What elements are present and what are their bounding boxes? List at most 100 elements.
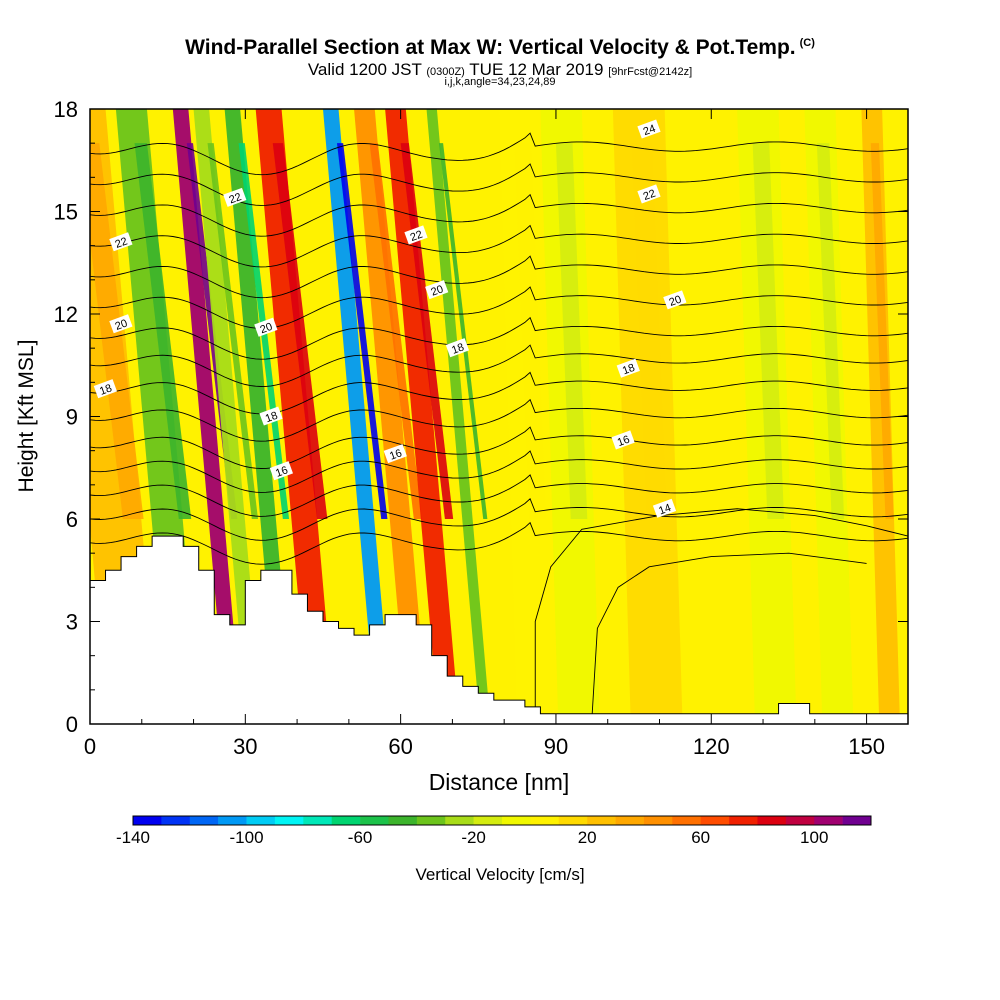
- colorbar-label: Vertical Velocity [cm/s]: [415, 865, 584, 884]
- isentrope-line: [90, 286, 908, 329]
- velocity-band-core: [752, 143, 785, 519]
- pot-temp-contours: [90, 132, 908, 714]
- contour-label-bg: [109, 314, 133, 334]
- contour-label: 16: [383, 444, 407, 464]
- contour-label: 24: [637, 119, 661, 139]
- contour-label-bg: [93, 379, 117, 399]
- contour-label-text: 20: [259, 321, 275, 336]
- contour-label-bg: [109, 232, 133, 252]
- colorbar-swatch: [274, 816, 304, 825]
- contour-label: 22: [223, 187, 247, 207]
- isentrope-line: [90, 193, 908, 237]
- contour-label-bg: [254, 317, 278, 337]
- contour-label: 22: [109, 232, 133, 252]
- colorbar-swatch: [246, 816, 276, 825]
- chart-indices: i,j,k,angle=34,23,24,89: [444, 76, 556, 88]
- colorbar-swatch: [360, 816, 389, 825]
- contour-label: 22: [404, 225, 428, 245]
- contour-label-bg: [383, 444, 407, 464]
- contour-label: 18: [445, 338, 470, 358]
- contour-label-text: 14: [657, 502, 673, 517]
- colorbar-swatch: [757, 816, 787, 825]
- isentrope-line: [90, 426, 908, 469]
- contour-label-text: 22: [409, 229, 425, 244]
- colorbar: -140 -100 -60 -20 20 60 100: [116, 815, 872, 847]
- contour-label: 16: [269, 461, 294, 481]
- isentrope-line: [90, 398, 908, 442]
- contour-label: 20: [254, 317, 278, 337]
- subtitle-forecast: [9hrFcst@2142z]: [608, 66, 693, 78]
- velocity-band: [255, 109, 336, 724]
- colorbar-tick-label: -100: [230, 828, 264, 847]
- colorbar-tick-label: -140: [116, 828, 150, 847]
- chart-title: Wind-Parallel Section at Max W: Vertical…: [0, 36, 1000, 60]
- colorbar-tick-label: -60: [348, 828, 373, 847]
- colorbar-tick-label: 100: [800, 828, 828, 847]
- colorbar-swatch: [331, 816, 361, 825]
- contour-label-text: 22: [642, 188, 658, 203]
- contour-label-bg: [637, 119, 661, 139]
- x-tick-label: 60: [388, 734, 412, 759]
- subtitle-valid: Valid 1200 JST: [307, 60, 422, 79]
- contour-label: 18: [93, 379, 117, 399]
- colorbar-swatch: [416, 816, 446, 825]
- isentrope-line: [90, 224, 908, 268]
- contour-label-text: 22: [114, 235, 130, 250]
- colorbar-swatch: [303, 816, 332, 825]
- contour-label-text: 18: [98, 382, 114, 397]
- title-main: Wind-Parallel Section at Max W: Vertical…: [185, 36, 796, 59]
- y-tick-label: 12: [54, 302, 78, 327]
- colorbar-swatch: [615, 816, 645, 825]
- y-axis-label: Height [Kft MSL]: [15, 340, 38, 493]
- chart-subtitle: Valid 1200 JST (0300Z) TUE 12 Mar 2019 […: [0, 60, 1000, 80]
- isentrope-line: [90, 344, 908, 387]
- colorbar-swatch: [218, 816, 247, 825]
- velocity-band-core: [369, 143, 423, 519]
- colorbar-swatch: [558, 816, 588, 825]
- velocity-band: [172, 109, 242, 724]
- contour-label: 20: [109, 314, 133, 334]
- colorbar-swatch: [700, 816, 730, 825]
- colorbar-swatch: [530, 816, 560, 825]
- contour-label-text: 18: [621, 362, 637, 377]
- velocity-band: [322, 109, 393, 724]
- colorbar-tick-label: 20: [578, 828, 597, 847]
- contour-label-text: 18: [264, 410, 280, 425]
- colorbar-swatch: [445, 816, 474, 825]
- contour-label: 18: [259, 406, 283, 426]
- contour-label-text: 16: [388, 447, 404, 462]
- contour-label: 22: [637, 184, 661, 204]
- colorbar-swatch: [814, 816, 843, 825]
- velocity-band: [354, 109, 429, 724]
- velocity-band-core: [816, 143, 845, 519]
- velocity-band-core: [870, 143, 894, 519]
- colorbar-tick-label: 60: [691, 828, 710, 847]
- colorbar-swatch: [388, 816, 418, 825]
- isentrope-line: [90, 255, 908, 299]
- velocity-band-core: [631, 143, 668, 519]
- terrain-profile: [90, 535, 908, 724]
- isentrope-line: [90, 132, 908, 176]
- contour-label-bg: [223, 187, 247, 207]
- colorbar-swatch: [842, 816, 872, 825]
- x-tick-label: 120: [693, 734, 730, 759]
- title-copyright: (C): [799, 37, 815, 49]
- y-tick-label: 15: [54, 200, 78, 225]
- contour-label: 14: [652, 498, 677, 518]
- y-tick-label: 18: [54, 97, 78, 122]
- colorbar-swatch: [473, 816, 503, 825]
- contour-label-bg: [404, 225, 428, 245]
- contour-label-bg: [425, 280, 449, 300]
- x-tick-label: 0: [84, 734, 96, 759]
- terrain: [90, 535, 908, 724]
- colorbar-swatch: [161, 816, 191, 825]
- contour-label-bg: [269, 461, 294, 481]
- colorbar-swatch: [785, 816, 815, 825]
- velocity-band-core: [207, 143, 259, 519]
- isentrope-line: [90, 498, 908, 541]
- isentrope-line: [90, 371, 908, 415]
- x-tick-label: 90: [544, 734, 568, 759]
- velocity-band: [426, 109, 491, 724]
- velocity-band: [385, 109, 460, 724]
